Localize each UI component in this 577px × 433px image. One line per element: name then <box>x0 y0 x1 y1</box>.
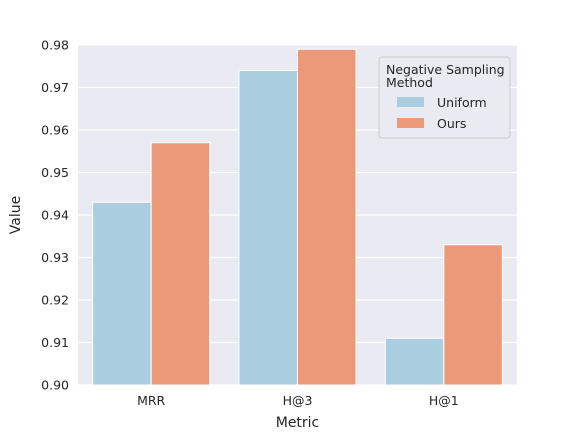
legend-box <box>378 56 511 139</box>
bar-uniform-mrr <box>92 201 152 386</box>
x-tick-label: H@3 <box>283 393 313 408</box>
y-tick-label: 0.92 <box>41 293 69 308</box>
x-axis-ticks: MRR H@3 H@1 <box>137 393 459 408</box>
y-tick-label: 0.95 <box>41 165 69 180</box>
y-tick-label: 0.96 <box>41 123 69 138</box>
x-axis-label: Metric <box>276 415 320 431</box>
bar-ours-mrr <box>150 142 211 386</box>
legend-swatch-uniform <box>397 97 424 107</box>
legend-swatch-ours <box>397 118 424 128</box>
y-tick-label: 0.90 <box>41 378 69 393</box>
x-tick-label: MRR <box>137 393 165 408</box>
bars <box>92 48 503 386</box>
y-tick-label: 0.94 <box>41 208 69 223</box>
legend: Negative Sampling Method Uniform Ours <box>378 56 511 139</box>
legend-label-uniform: Uniform <box>437 95 487 110</box>
y-tick-label: 0.97 <box>41 80 69 95</box>
y-axis-label: Value <box>8 196 24 234</box>
y-tick-label: 0.91 <box>41 335 69 350</box>
y-tick-label: 0.93 <box>41 250 69 265</box>
bar-uniform-h3 <box>238 70 298 386</box>
y-axis-ticks: 0.90 0.91 0.92 0.93 0.94 0.95 0.96 0.97 0.98 <box>41 38 69 393</box>
legend-label-ours: Ours <box>437 116 466 131</box>
y-tick-label: 0.98 <box>41 38 69 53</box>
bar-uniform-h1 <box>384 337 445 386</box>
x-tick-label: H@1 <box>429 393 459 408</box>
bar-ours-h1 <box>443 244 503 386</box>
bar-ours-h3 <box>297 48 357 386</box>
legend-title: Negative Sampling Method <box>386 62 505 90</box>
